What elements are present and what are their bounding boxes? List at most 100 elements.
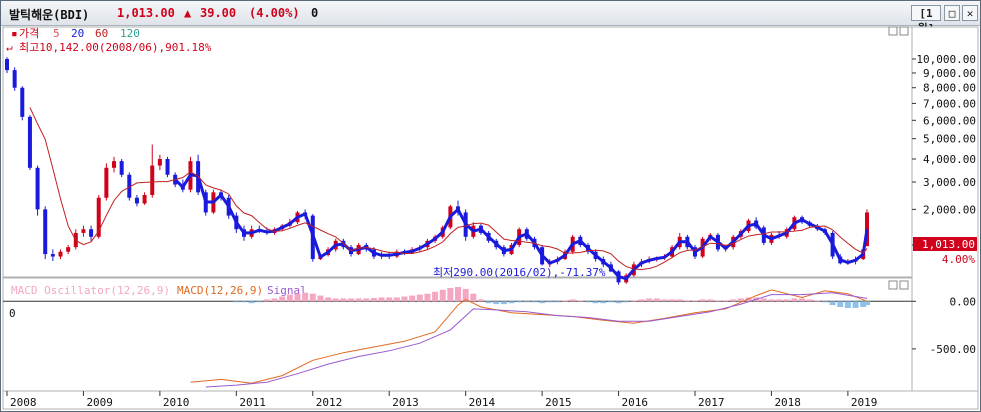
candle-body: [66, 247, 71, 252]
oscillator-bar: [806, 299, 813, 302]
oscillator-legend-label: MACD Oscillator(12,26,9): [11, 284, 170, 297]
macd-close-button[interactable]: [899, 280, 909, 290]
oscillator-bar: [584, 301, 591, 303]
macd-legend-label: MACD(12,26,9): [177, 284, 263, 297]
menu-button[interactable]: □: [944, 5, 960, 21]
candle-body: [119, 161, 124, 175]
moving-average-lines: [29, 107, 869, 281]
oscillator-bar: [600, 301, 607, 304]
x-tick-label: 2017: [698, 396, 725, 409]
volume-value: 0: [311, 6, 319, 20]
x-tick-label: 2012: [316, 396, 343, 409]
oscillator-bar: [829, 301, 836, 306]
oscillator-bar: [386, 297, 393, 302]
macd-y-axis: 0.00 -500.00: [912, 295, 976, 356]
oscillator-bar: [837, 301, 844, 307]
signal-line: [205, 292, 868, 388]
macd-layer: [3, 287, 912, 388]
oscillator-bar: [363, 298, 370, 302]
price-y-tick-label: 10,000.00: [916, 53, 976, 66]
up-arrow-icon: ▲: [184, 6, 192, 20]
candle-body: [96, 197, 101, 237]
panel-close-button[interactable]: [899, 26, 909, 36]
oscillator-bar: [317, 295, 324, 302]
candle-body: [81, 229, 86, 233]
oscillator-bar: [439, 289, 446, 302]
oscillator-bar: [653, 298, 660, 302]
chart-area: ▪ 가격 5 20 60 120 ↵ 최고10,142.00(2008/06),…: [2, 26, 979, 410]
oscillator-bar: [852, 301, 859, 308]
oscillator-bar: [607, 301, 614, 303]
oscillator-bar: [737, 298, 744, 302]
oscillator-bar: [409, 295, 416, 302]
price-y-tick-label: 6,000.00: [923, 114, 976, 127]
ma5-legend-label: 5: [53, 27, 60, 40]
period-button[interactable]: [1월]: [911, 5, 941, 35]
price-y-tick-label: 4,000.00: [923, 153, 976, 166]
candle-body: [112, 161, 117, 168]
oscillator-bar: [692, 300, 698, 302]
close-button[interactable]: ✕: [962, 5, 978, 21]
oscillator-bar: [485, 301, 492, 304]
oscillator-bar: [470, 293, 477, 302]
candle-body: [150, 165, 155, 196]
oscillator-bar: [279, 296, 286, 302]
candle-body: [12, 70, 17, 88]
candle-body: [20, 87, 25, 117]
price-change: 39.00: [200, 6, 237, 20]
candle-body: [50, 254, 55, 257]
oscillator-bar: [256, 301, 263, 303]
oscillator-bar: [508, 301, 515, 304]
oscillator-bar: [722, 300, 729, 302]
x-axis: 2008 2009 2010 2011 2012 2013 2014 2015 2016 2017…: [6, 391, 878, 409]
oscillator-bar: [592, 301, 599, 304]
oscillator-bar: [569, 299, 576, 302]
x-tick-label: 2015: [545, 396, 572, 409]
oscillator-bar: [416, 294, 423, 302]
x-tick-label: 2011: [239, 396, 265, 409]
oscillator-bar: [638, 299, 645, 302]
candle-body: [43, 209, 48, 255]
oscillator-bar: [623, 301, 630, 303]
x-tick-label: 2014: [469, 396, 496, 409]
oscillator-bar: [630, 300, 637, 302]
oscillator-bar: [661, 299, 668, 302]
oscillator-bar: [370, 297, 377, 302]
title-bar: 발틱해운(BDI) 1,013.00 ▲ 39.00 (4.00%) 0 [1월…: [1, 1, 980, 35]
candle-body: [89, 229, 94, 237]
oscillator-bar: [233, 301, 240, 303]
oscillator-bar: [325, 297, 332, 302]
oscillator-bar: [669, 299, 676, 302]
oscillator-bar: [302, 292, 309, 302]
price-y-tick-label: 5,000.00: [923, 133, 976, 146]
oscillator-bar: [646, 298, 653, 302]
oscillator-bar: [791, 298, 798, 302]
oscillator-bar: [355, 298, 362, 302]
oscillator-bar: [378, 297, 385, 302]
oscillator-bar: [240, 301, 247, 303]
current-value-tag-text: 1,013.00: [922, 238, 975, 251]
price-y-tick-label: 9,000.00: [923, 67, 976, 80]
x-tick-label: 2019: [851, 396, 878, 409]
candle-body: [27, 116, 32, 168]
price-legend-label: 가격: [19, 27, 39, 40]
macd-restore-button[interactable]: [888, 280, 898, 290]
current-value-tag: [913, 237, 977, 251]
min-note: 최저290.00(2016/02),-71.37%: [433, 266, 606, 279]
panel-restore-button[interactable]: [888, 26, 898, 36]
macd-line: [190, 289, 868, 384]
oscillator-bar: [424, 293, 431, 302]
oscillator-bar: [676, 299, 683, 302]
ma60-legend-label: 60: [95, 27, 108, 40]
x-tick-label: 2010: [163, 396, 190, 409]
instrument-name: 발틱해운(BDI): [9, 8, 90, 22]
oscillator-bar: [799, 298, 806, 302]
oscillator-bar: [554, 301, 561, 303]
oscillator-bar: [455, 287, 462, 302]
oscillator-bar: [294, 293, 301, 302]
candle-body: [127, 174, 132, 198]
macd-zero-marker: 0: [9, 307, 16, 320]
current-pct-tag: 4.00%: [942, 253, 975, 266]
candle-body: [134, 197, 139, 204]
